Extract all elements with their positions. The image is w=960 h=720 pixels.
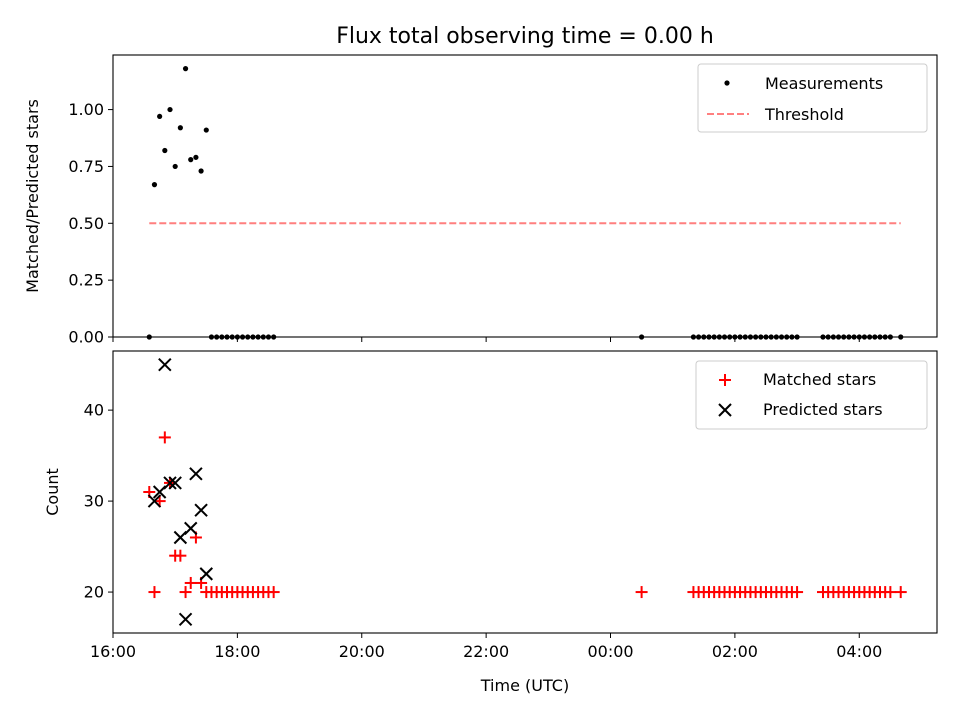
- top-y-axis-label: Matched/Predicted stars: [23, 99, 42, 293]
- x-tick-label: 04:00: [836, 642, 882, 661]
- x-tick-label: 18:00: [214, 642, 260, 661]
- measurement-point: [188, 157, 194, 163]
- legend-label-measurements: Measurements: [765, 74, 883, 93]
- x-tick-label: 16:00: [90, 642, 136, 661]
- bottom-legend-box: [695, 360, 928, 430]
- legend-marker-matched-stars: [719, 374, 731, 386]
- legend-marker-predicted-stars: [718, 403, 732, 417]
- matched-star-point: [635, 586, 648, 599]
- x-tick-label: 00:00: [587, 642, 633, 661]
- bottom-legend: Matched stars Predicted stars: [695, 360, 928, 430]
- y-tick-label: 0.75: [68, 157, 104, 176]
- legend-label-predicted-stars: Predicted stars: [763, 400, 883, 419]
- matched-star-point: [179, 586, 192, 599]
- x-axis-label: Time (UTC): [480, 676, 569, 695]
- legend-label-matched-stars: Matched stars: [763, 370, 876, 389]
- matched-star-point: [791, 586, 804, 599]
- predicted-star-point: [189, 467, 203, 481]
- top-panel: 0.00 0.25 0.50 0.75 1.00 Matched/Predicted s…: [23, 54, 938, 347]
- measurement-point: [172, 163, 178, 170]
- top-y-axis: 0.00 0.25 0.50 0.75 1.00: [68, 100, 113, 347]
- measurement-point: [198, 168, 204, 174]
- predicted-star-point: [184, 521, 198, 536]
- bottom-x-axis: 16:00 18:00 20:00 22:00 00:00 02:00 04:00: [90, 633, 882, 661]
- bottom-plot-frame: [112, 350, 938, 634]
- measurement-point: [162, 147, 168, 154]
- matched-star-point: [158, 431, 171, 444]
- y-tick-label: 0.00: [68, 328, 104, 347]
- predicted-star-point: [147, 494, 162, 508]
- predicted-star-point: [168, 476, 182, 490]
- y-tick-label: 0.50: [68, 214, 104, 233]
- measurement-point: [151, 182, 158, 188]
- bottom-y-axis-label: Count: [43, 468, 62, 516]
- bottom-panel: 20 30 40 16:00 18:00 20:00 22:00 00:00 02:00 04:…: [43, 350, 938, 695]
- predicted-star-point: [178, 612, 193, 627]
- measurement-point: [193, 154, 199, 160]
- measurement-point: [177, 125, 183, 131]
- top-legend-box: [697, 63, 928, 133]
- y-tick-label: 40: [84, 401, 104, 420]
- x-tick-label: 20:00: [339, 642, 385, 661]
- matched-star-point: [267, 586, 280, 599]
- matched-star-point: [184, 576, 197, 589]
- y-tick-label: 20: [84, 583, 104, 602]
- matched-star-point: [884, 586, 897, 599]
- y-tick-label: 0.25: [68, 271, 104, 290]
- predicted-star-point: [199, 567, 213, 581]
- measurement-point: [182, 66, 189, 72]
- legend-label-threshold: Threshold: [764, 105, 844, 124]
- predicted-star-point: [194, 503, 208, 517]
- top-x-axis: [112, 337, 860, 342]
- chart-title: Flux total observing time = 0.00 h: [336, 24, 714, 49]
- legend-marker-measurements: [724, 80, 730, 86]
- bottom-y-axis: 20 30 40: [84, 401, 113, 602]
- x-tick-label: 02:00: [712, 642, 758, 661]
- matched-star-point: [148, 586, 161, 599]
- measurement-point: [203, 127, 209, 133]
- measurement-point: [157, 113, 163, 120]
- matched-star-point: [894, 586, 907, 599]
- measurement-point: [167, 106, 173, 113]
- matched-stars-points: [143, 431, 907, 599]
- top-plot-frame: [112, 54, 938, 338]
- predicted-star-point: [163, 476, 177, 490]
- predicted-stars-points: [147, 357, 213, 627]
- y-tick-label: 1.00: [68, 100, 104, 119]
- top-legend: Measurements Threshold: [697, 63, 928, 133]
- x-tick-label: 22:00: [463, 642, 509, 661]
- predicted-star-point: [158, 357, 172, 372]
- matched-star-point: [174, 549, 187, 562]
- y-tick-label: 30: [84, 492, 104, 511]
